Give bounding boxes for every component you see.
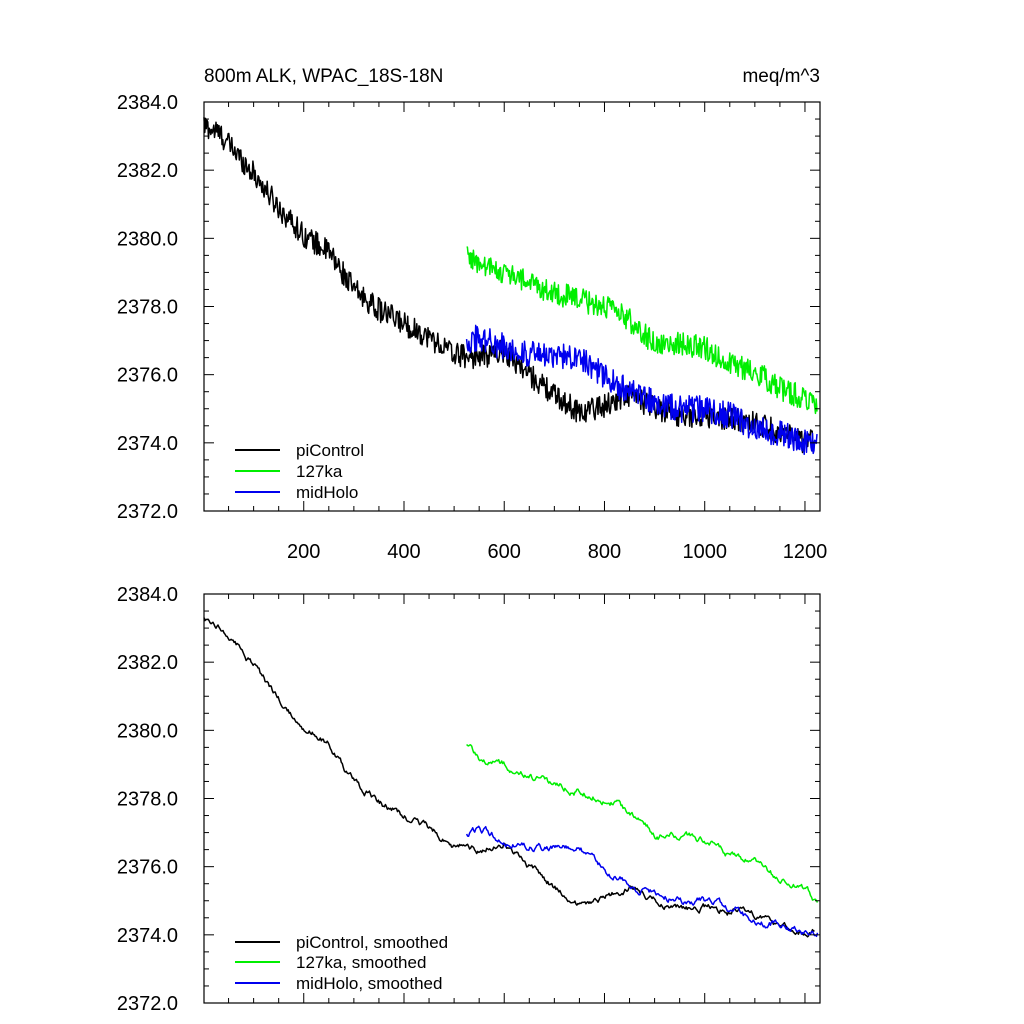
y-tick-label: 2382.0: [117, 160, 178, 182]
x-tick-label: 1200: [783, 541, 828, 563]
panel-bottom: 2384.0 2382.0 2380.0 2378.0 2376.0 2374.0 2372…: [117, 584, 821, 1015]
y-tick-label: 2374.0: [117, 433, 178, 455]
panel-top-legend: piControl 127ka midHolo: [235, 441, 364, 502]
legend-label-midHolo: midHolo: [296, 483, 358, 502]
legend-label-piControl: piControl: [296, 441, 364, 460]
panel-top-axes: 2384.0 2382.0 2380.0 2378.0 2376.0 2374.0 2372…: [117, 92, 827, 563]
legend-label-midHolo-smoothed: midHolo, smoothed: [296, 974, 442, 993]
y-tick-label: 2380.0: [117, 720, 178, 742]
y-tick-label: 2374.0: [117, 925, 178, 947]
y-tick-label: 2384.0: [117, 92, 178, 114]
panel-top-lines: [203, 117, 818, 456]
series-line-picontrol-smoothed: [203, 617, 815, 938]
panel-bottom-legend: piControl, smoothed 127ka, smoothed midH…: [235, 933, 448, 993]
y-tick-label: 2372.0: [117, 993, 178, 1015]
panel-top: 800m ALK, WPAC_18S-18N meq/m^3 2384.0238…: [117, 66, 827, 563]
x-tick-label: 1000: [682, 541, 727, 563]
y-tick-label: 2384.0: [117, 584, 178, 606]
y-tick-label: 2372.0: [117, 501, 178, 523]
x-tick-label: 800: [588, 541, 621, 563]
y-tick-label: 2378.0: [117, 297, 178, 319]
y-tick-label: 2378.0: [117, 789, 178, 811]
x-tick-label: 600: [488, 541, 521, 563]
panel-bottom-lines: [203, 617, 819, 938]
y-tick-label: 2376.0: [117, 857, 178, 879]
series-line-127ka: [466, 246, 818, 415]
y-tick-label: 2376.0: [117, 365, 178, 387]
panel-bottom-axes: 2384.0 2382.0 2380.0 2378.0 2376.0 2374.0 2372…: [117, 584, 821, 1015]
y-tick-label: 2380.0: [117, 228, 178, 250]
x-tick-label: 400: [387, 541, 420, 563]
series-line-midholo-smoothed: [465, 825, 819, 938]
y-tick-label: 2382.0: [117, 652, 178, 674]
series-line-127ka-smoothed: [466, 743, 819, 903]
panel-top-title: 800m ALK, WPAC_18S-18N: [204, 66, 443, 87]
x-tick-label: 200: [287, 541, 320, 563]
legend-label-127ka: 127ka: [296, 462, 343, 481]
series-line-midholo: [465, 324, 818, 456]
legend-label-piControl-smoothed: piControl, smoothed: [296, 933, 448, 952]
panel-top-units: meq/m^3: [742, 66, 820, 87]
legend-label-127ka-smoothed: 127ka, smoothed: [296, 953, 426, 972]
